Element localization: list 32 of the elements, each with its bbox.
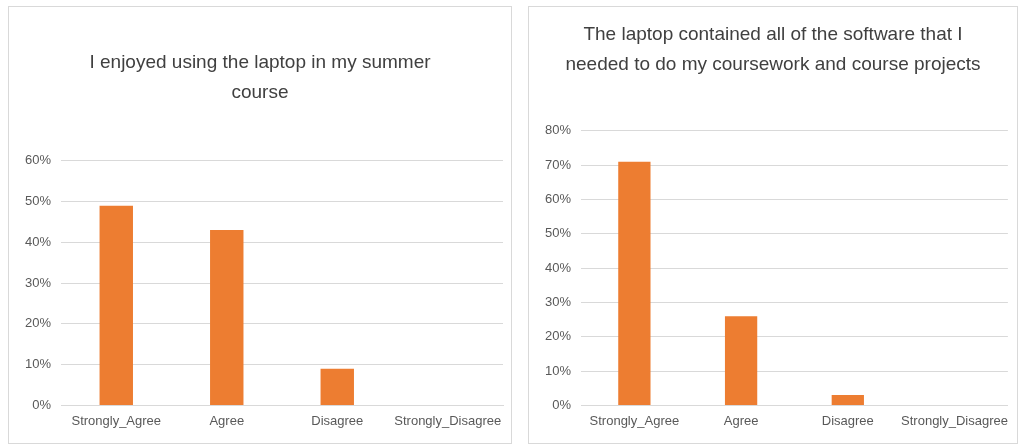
y-tick-label: 20%: [24, 315, 52, 331]
y-tick-label: 50%: [24, 193, 52, 209]
chart-title: The laptop contained all of the software that I needed to do my coursework and course projects: [564, 22, 982, 76]
y-tick-label: 70%: [544, 156, 572, 172]
bar: [99, 205, 133, 405]
y-tick-label: 0%: [552, 396, 572, 412]
y-tick-label: 0%: [32, 396, 52, 412]
y-tick-label: 10%: [24, 356, 52, 372]
bar: [724, 316, 758, 405]
x-tick-label: Agree: [209, 412, 245, 428]
y-tick-label: 30%: [24, 274, 52, 290]
y-tick-label: 50%: [544, 225, 572, 241]
x-tick-label: Agree: [723, 412, 759, 428]
x-tick-label: Strongly_Agree: [71, 412, 162, 428]
y-tick-label: 20%: [544, 328, 572, 344]
chart-title: I enjoyed using the laptop in my summer course: [88, 50, 432, 104]
y-tick-label: 80%: [544, 122, 572, 138]
y-tick-label: 60%: [24, 152, 52, 168]
x-tick-label: Strongly_Agree: [589, 412, 680, 428]
y-tick-label: 60%: [544, 191, 572, 207]
x-tick-label: Disagree: [821, 412, 874, 428]
x-tick-label: Disagree: [311, 412, 364, 428]
y-tick-label: 40%: [24, 233, 52, 249]
y-tick-label: 40%: [544, 259, 572, 275]
bar: [210, 230, 244, 405]
bar: [618, 161, 651, 405]
y-tick-label: 10%: [544, 362, 572, 378]
x-tick-label: Strongly_Disagree: [394, 412, 502, 428]
y-tick-label: 30%: [544, 294, 572, 309]
bar: [831, 395, 864, 405]
x-tick-label: Strongly_Disagree: [901, 412, 1008, 428]
bar: [320, 368, 354, 405]
